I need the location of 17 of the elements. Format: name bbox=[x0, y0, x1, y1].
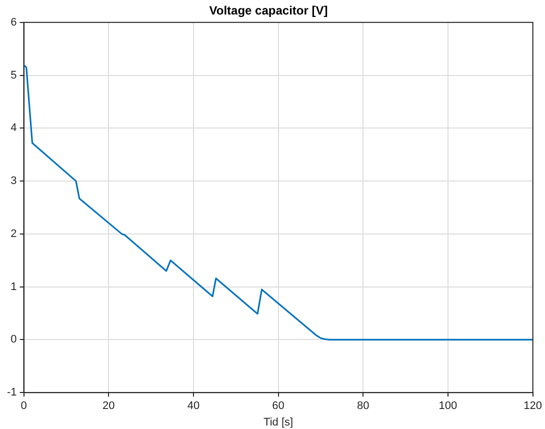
y-tick-label: 4 bbox=[10, 122, 17, 134]
y-tick-label: 3 bbox=[10, 175, 17, 188]
y-tick-label: 6 bbox=[10, 16, 17, 28]
x-tick-label: 120 bbox=[524, 400, 542, 412]
x-tick-label: 80 bbox=[357, 400, 370, 412]
y-tick-label: 2 bbox=[10, 228, 17, 240]
y-tick-label: 0 bbox=[10, 334, 17, 346]
y-tick-label: -1 bbox=[7, 386, 17, 399]
x-tick-label: 40 bbox=[187, 400, 200, 412]
x-axis-title: Tid [s] bbox=[264, 416, 294, 428]
x-tick-label: 0 bbox=[20, 400, 27, 412]
x-tick-label: 100 bbox=[438, 400, 458, 412]
x-tick-label: 20 bbox=[102, 400, 115, 412]
chart-title: Voltage capacitor [V] bbox=[209, 4, 328, 18]
y-tick-label: 5 bbox=[10, 69, 17, 82]
x-tick-label: 60 bbox=[272, 400, 284, 412]
y-tick-label: 1 bbox=[10, 280, 17, 293]
